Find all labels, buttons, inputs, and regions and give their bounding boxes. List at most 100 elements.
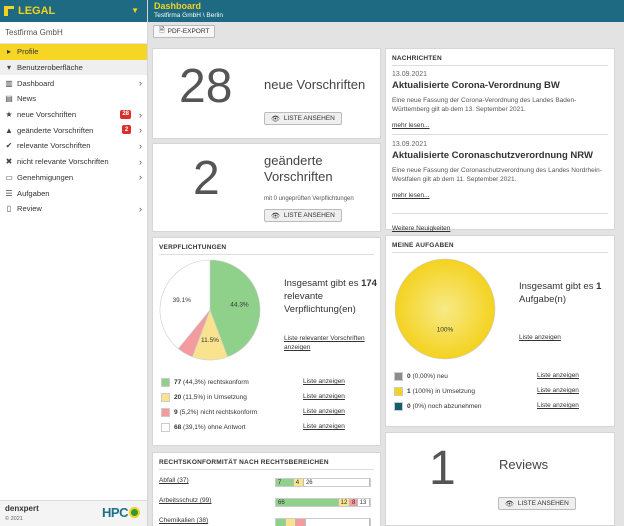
legend-label: nicht rechtskonform	[200, 408, 258, 416]
card-geaenderte-vorschriften: 2 geänderte Vorschriften mit 0 ungeprüft…	[152, 143, 381, 232]
bar-segment: 26	[303, 479, 370, 486]
legend-item: 0 (0%) noch abzunehmen	[394, 401, 481, 411]
legal-logo-icon	[4, 6, 14, 16]
sidebar-item-geänderte-vorschriften[interactable]: ▲ geänderte Vorschriften 2 ›	[0, 122, 147, 138]
legend-count: 9	[174, 408, 178, 416]
legend-item: 9 (5,2%) nicht rechtskonform	[161, 407, 257, 417]
news-more-link[interactable]: mehr lesen...	[392, 192, 430, 199]
news-list: 13.09.2021 Aktualisierte Corona-Verordnun…	[386, 66, 614, 201]
news-item: 13.09.2021 Aktualisierte Corona-Verordnun…	[392, 66, 608, 135]
legend-pct: (0,00%)	[412, 372, 436, 380]
legend-count: 77	[174, 378, 182, 386]
sidebar-item-nicht-relevante-vorschriften[interactable]: ✖ nicht relevante Vorschriften ›	[0, 154, 147, 170]
legend-list-link[interactable]: Liste anzeigen	[303, 408, 345, 415]
chevron-down-icon[interactable]: ▼	[131, 6, 139, 15]
neue-list-button[interactable]: 👁 LISTE ANSEHEN	[264, 112, 342, 125]
legend-list-link[interactable]: Liste anzeigen	[303, 423, 345, 430]
legend-swatch	[394, 401, 403, 411]
aufgaben-list-link[interactable]: Liste anzeigen	[519, 334, 561, 341]
hpc-logo-text: HPC	[102, 505, 128, 520]
pie-data-label: 39.1%	[173, 297, 192, 304]
sidebar-item-review[interactable]: ▯ Review ›	[0, 201, 147, 217]
brand-title: LEGAL	[18, 5, 56, 17]
sidebar-item-profile[interactable]: ▸ Profile	[0, 44, 147, 60]
news-more-link[interactable]: mehr lesen...	[392, 122, 430, 129]
rechtskonformitaet-title: RECHTSKONFORMITÄT NACH RECHTSBEREICHEN	[159, 459, 374, 470]
news-date: 13.09.2021	[392, 141, 428, 148]
card-reviews: 1 Reviews 👁 LISTE ANSEHEN	[385, 432, 615, 526]
sidebar-item-neue-vorschriften[interactable]: ★ neue Vorschriften 28 ›	[0, 107, 147, 123]
brand-bar[interactable]: LEGAL ▼	[0, 0, 147, 22]
chevron-right-icon[interactable]: ›	[139, 172, 142, 183]
bar-segment: 7	[276, 479, 294, 486]
summary-num: 1	[596, 281, 602, 292]
reviews-label: Reviews	[499, 457, 549, 472]
rechtsbereich-bar: 7 4 26	[275, 478, 371, 487]
news-body: Eine neue Fassung der Corona-Verordnung …	[392, 97, 577, 113]
chevron-right-icon[interactable]: ›	[139, 156, 142, 167]
legend-pct: (39,1%)	[183, 423, 206, 431]
sidebar-item-label: News	[17, 94, 36, 104]
legend-list-link[interactable]: Liste anzeigen	[537, 372, 579, 379]
card-meine-aufgaben: MEINE AUFGABEN 100% Insgesamt gibt es 1 …	[385, 235, 615, 427]
weitere-neuigkeiten-link[interactable]: Weitere Neuigkeiten	[392, 225, 451, 232]
sidebar-item-aufgaben[interactable]: ☰ Aufgaben	[0, 185, 147, 201]
sidebar-footer: denxpert © 2021 HPC	[0, 500, 147, 526]
caret-right-icon: ▸	[6, 47, 11, 57]
pdf-export-button[interactable]: 🗎 PDF-EXPORT	[153, 25, 216, 38]
bar-segment: 8	[350, 499, 358, 506]
legend-list-link[interactable]: Liste anzeigen	[303, 378, 345, 385]
sidebar-item-news[interactable]: ▤ News	[0, 91, 147, 107]
rechtsbereich-link[interactable]: Abfall (37)	[159, 477, 189, 484]
bar-segment	[285, 519, 296, 526]
chevron-right-icon[interactable]: ›	[139, 109, 142, 120]
legend-label: in Umsetzung	[435, 387, 475, 395]
summary-num: 174	[361, 278, 377, 289]
relevante-vorschriften-link[interactable]: Liste relevanter Vorschriften anzeigen	[284, 335, 365, 351]
legend-swatch	[161, 422, 170, 432]
header: Dashboard Testfirma GmbH \ Berlin	[148, 0, 624, 22]
sidebar-item-label: Review	[17, 204, 42, 214]
chevron-right-icon[interactable]: ›	[139, 78, 142, 89]
legend-list-link[interactable]: Liste anzeigen	[537, 387, 579, 394]
legend-swatch	[394, 386, 403, 396]
neue-list-label: LISTE ANSEHEN	[283, 115, 335, 122]
hpc-logo-icon	[129, 507, 140, 518]
rechtsbereich-bar	[275, 518, 371, 526]
legend-pct: (0%)	[412, 402, 427, 410]
hpc-logo: HPC	[102, 505, 140, 520]
geaendert-label: geänderte Vorschriften	[264, 153, 333, 184]
breadcrumb: Testfirma GmbH \ Berlin	[154, 12, 223, 19]
chevron-right-icon[interactable]: ›	[139, 203, 142, 214]
aufgaben-summary: Insgesamt gibt es 1 Aufgabe(n)	[519, 280, 613, 306]
news-title[interactable]: Aktualisierte Corona-Verordnung BW	[392, 80, 560, 91]
legend-label: neu	[437, 372, 448, 380]
sidebar-item-relevante-vorschriften[interactable]: ✔ relevante Vorschriften ›	[0, 138, 147, 154]
summary-pre: Insgesamt gibt es	[284, 278, 359, 289]
rechtsbereich-link[interactable]: Arbeitsschutz (99)	[159, 497, 212, 504]
news-date: 13.09.2021	[392, 71, 428, 78]
card-verpflichtungen: VERPFLICHTUNGEN 44.3% 11.5% 39.1% Insgesam…	[152, 237, 381, 446]
sidebar-item-genehmigungen[interactable]: ▭ Genehmigungen ›	[0, 170, 147, 186]
bar-segment: 12	[338, 499, 351, 506]
check-circle-icon: ✔	[5, 141, 13, 151]
sidebar-item-dashboard[interactable]: ▥ Dashboard ›	[0, 75, 147, 91]
clipboard-icon: ▯	[6, 204, 12, 214]
news-footer: Weitere Neuigkeiten	[392, 213, 608, 235]
sidebar-item-benutzeroberfläche[interactable]: ▾ Benutzeroberfläche	[0, 59, 147, 76]
reviews-list-button[interactable]: 👁 LISTE ANSEHEN	[498, 497, 576, 510]
sidebar-item-label: relevante Vorschriften	[17, 141, 91, 151]
verpflichtungen-summary: Insgesamt gibt es 174 relevante Verpflic…	[284, 277, 378, 316]
dashboard-icon: ▥	[5, 78, 13, 88]
chevron-right-icon[interactable]: ›	[139, 140, 142, 151]
sidebar-item-label: Aufgaben	[17, 188, 50, 198]
card-neue-vorschriften: 28 neue Vorschriften 👁 LISTE ANSEHEN	[152, 48, 381, 139]
legend-list-link[interactable]: Liste anzeigen	[303, 393, 345, 400]
eye-icon: 👁	[271, 115, 280, 123]
legend-list-link[interactable]: Liste anzeigen	[537, 402, 579, 409]
sidebar-item-label: Benutzeroberfläche	[17, 63, 83, 73]
chevron-right-icon[interactable]: ›	[139, 125, 142, 136]
geaendert-list-button[interactable]: 👁 LISTE ANSEHEN	[264, 209, 342, 222]
news-title[interactable]: Aktualisierte Coronaschutzverordnung NRW	[392, 150, 593, 161]
rechtsbereich-link[interactable]: Chemikalien (38)	[159, 517, 209, 524]
